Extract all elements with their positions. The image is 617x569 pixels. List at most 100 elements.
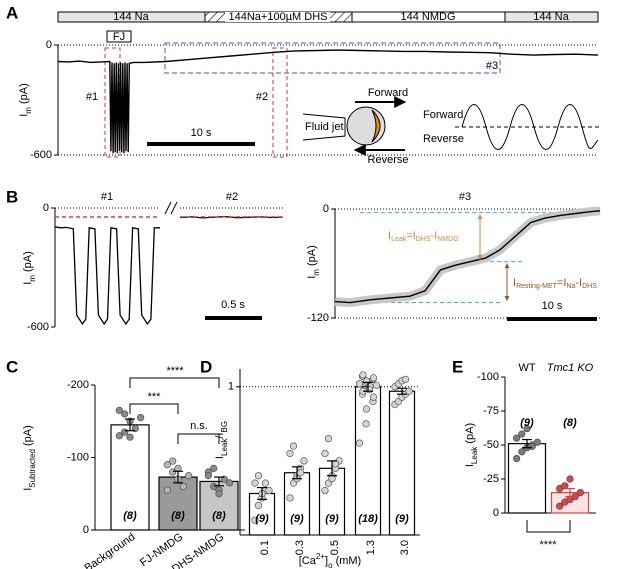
solution-label: 144 Na: [113, 11, 149, 23]
panel-label: E: [452, 357, 463, 376]
label-part: m: [28, 275, 37, 282]
label-part: m: [312, 269, 321, 276]
data-point: [533, 438, 541, 446]
y-tick-label: -600: [27, 321, 49, 333]
y-axis-label: ISubtracted (pA): [22, 425, 37, 491]
data-point: [331, 460, 340, 468]
data-point: [286, 449, 294, 458]
trace-label: #2: [226, 191, 238, 203]
label-part: Resting-MET: [516, 283, 558, 290]
data-point: [369, 374, 378, 382]
current-trace: [54, 226, 160, 326]
x-tick-label: Background: [82, 531, 137, 569]
data-point: [523, 425, 531, 433]
solution-label-bg: [225, 12, 330, 22]
label-part: o: [328, 561, 333, 569]
panel-label: D: [200, 357, 212, 376]
data-point: [401, 375, 410, 383]
label-part: Subtracted: [28, 449, 37, 488]
label-part: (mM): [333, 555, 362, 567]
label-part: Na: [566, 283, 575, 290]
data-point: [328, 475, 336, 483]
label-part: /I: [214, 433, 226, 439]
data-point: [115, 432, 123, 440]
n-label: (9): [520, 417, 534, 429]
y-axis-label: Im (pA): [306, 245, 321, 279]
solution-label: 144 Na: [533, 11, 569, 23]
significance-bracket: [526, 520, 571, 533]
n-label: (9): [290, 513, 304, 525]
scale-bar-label: 10 s: [191, 127, 212, 139]
data-point: [300, 457, 308, 465]
bar: [110, 424, 150, 531]
data-point: [226, 479, 234, 487]
label-part: [Ca: [299, 555, 317, 567]
inset-label: Forward: [423, 109, 463, 121]
n-label: (9): [395, 513, 409, 525]
inset-label: Reverse: [423, 133, 464, 145]
label-part: (pA): [306, 245, 318, 269]
bar: [158, 476, 198, 531]
data-point: [566, 475, 574, 483]
data-point: [286, 494, 294, 502]
x-tick-label: WT: [518, 362, 535, 374]
data-point: [254, 501, 263, 509]
y-tick-label: -600: [30, 149, 52, 161]
scale-bar-label: 10 s: [542, 300, 563, 312]
region-label: #3: [486, 60, 498, 72]
data-point: [362, 420, 370, 428]
data-point: [169, 468, 177, 476]
data-point: [296, 469, 305, 477]
label-part: (pA): [22, 425, 34, 449]
fluid-jet: [302, 113, 346, 141]
label-part: I: [22, 282, 34, 285]
data-point: [359, 371, 367, 379]
data-point: [321, 486, 329, 495]
label-part: I: [306, 276, 318, 279]
data-point: [185, 472, 193, 480]
n-label: (18): [358, 513, 378, 525]
axis-break: [164, 201, 172, 215]
y-tick-label: 0: [43, 202, 49, 214]
label-part: DHS: [582, 283, 597, 290]
data-point: [324, 435, 333, 443]
y-axis-label: Im (pA): [22, 251, 37, 285]
x-tick-label: 0.5: [329, 540, 341, 555]
label-part: =I: [406, 230, 415, 242]
data-point: [163, 486, 171, 494]
panel-label: B: [6, 187, 18, 206]
x-tick-label: 0.3: [294, 540, 306, 555]
y-tick-label: -120: [307, 312, 329, 324]
panel-label: C: [6, 357, 18, 376]
data-point: [137, 414, 145, 422]
n-label: (9): [325, 513, 339, 525]
label-part: (pA): [22, 251, 34, 275]
data-point: [576, 489, 584, 497]
label-part: I: [18, 114, 30, 117]
y-tick-label: -25: [483, 473, 499, 485]
label-part: DHS: [416, 236, 431, 243]
data-point: [556, 502, 564, 510]
stimulus-box: [106, 30, 132, 43]
label-part: Leak: [470, 446, 479, 464]
y-tick-label: 0: [83, 524, 89, 536]
y-tick-label: -100: [67, 451, 89, 463]
y-tick-label: 0: [493, 507, 499, 519]
n-label: (8): [123, 510, 137, 522]
inset-label: Forward: [368, 87, 408, 99]
region-label: #2: [256, 91, 268, 103]
data-point: [289, 442, 298, 450]
data-point: [265, 486, 273, 495]
inset-label: Reverse: [368, 154, 409, 166]
n-label: (8): [563, 417, 577, 429]
significance-bracket: [129, 377, 220, 388]
region-box: [104, 47, 121, 158]
annotation: IResting-MET=INa-IDHS: [513, 277, 597, 290]
y-axis-label: ILeak/IBG: [214, 421, 229, 459]
data-point: [355, 380, 364, 388]
region-label: #1: [86, 91, 98, 103]
label-part: Leak: [391, 236, 407, 243]
region-box: [164, 42, 501, 74]
